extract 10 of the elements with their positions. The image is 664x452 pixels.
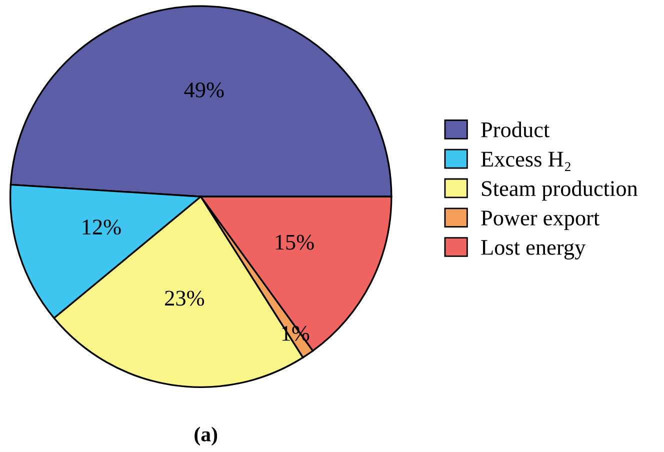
legend-label: Excess H₂ — [481, 152, 570, 172]
legend-label: Steam production — [482, 180, 638, 201]
data-label: 15% — [276, 234, 314, 250]
legend-label: Lost energy — [481, 240, 586, 260]
legend-label: Power export — [481, 210, 600, 230]
data-label: 12% — [82, 220, 121, 235]
legend-label: Product — [481, 122, 550, 138]
data-label: 49% — [184, 82, 224, 98]
data-label: 23% — [165, 290, 204, 306]
text: (a) — [194, 426, 218, 446]
